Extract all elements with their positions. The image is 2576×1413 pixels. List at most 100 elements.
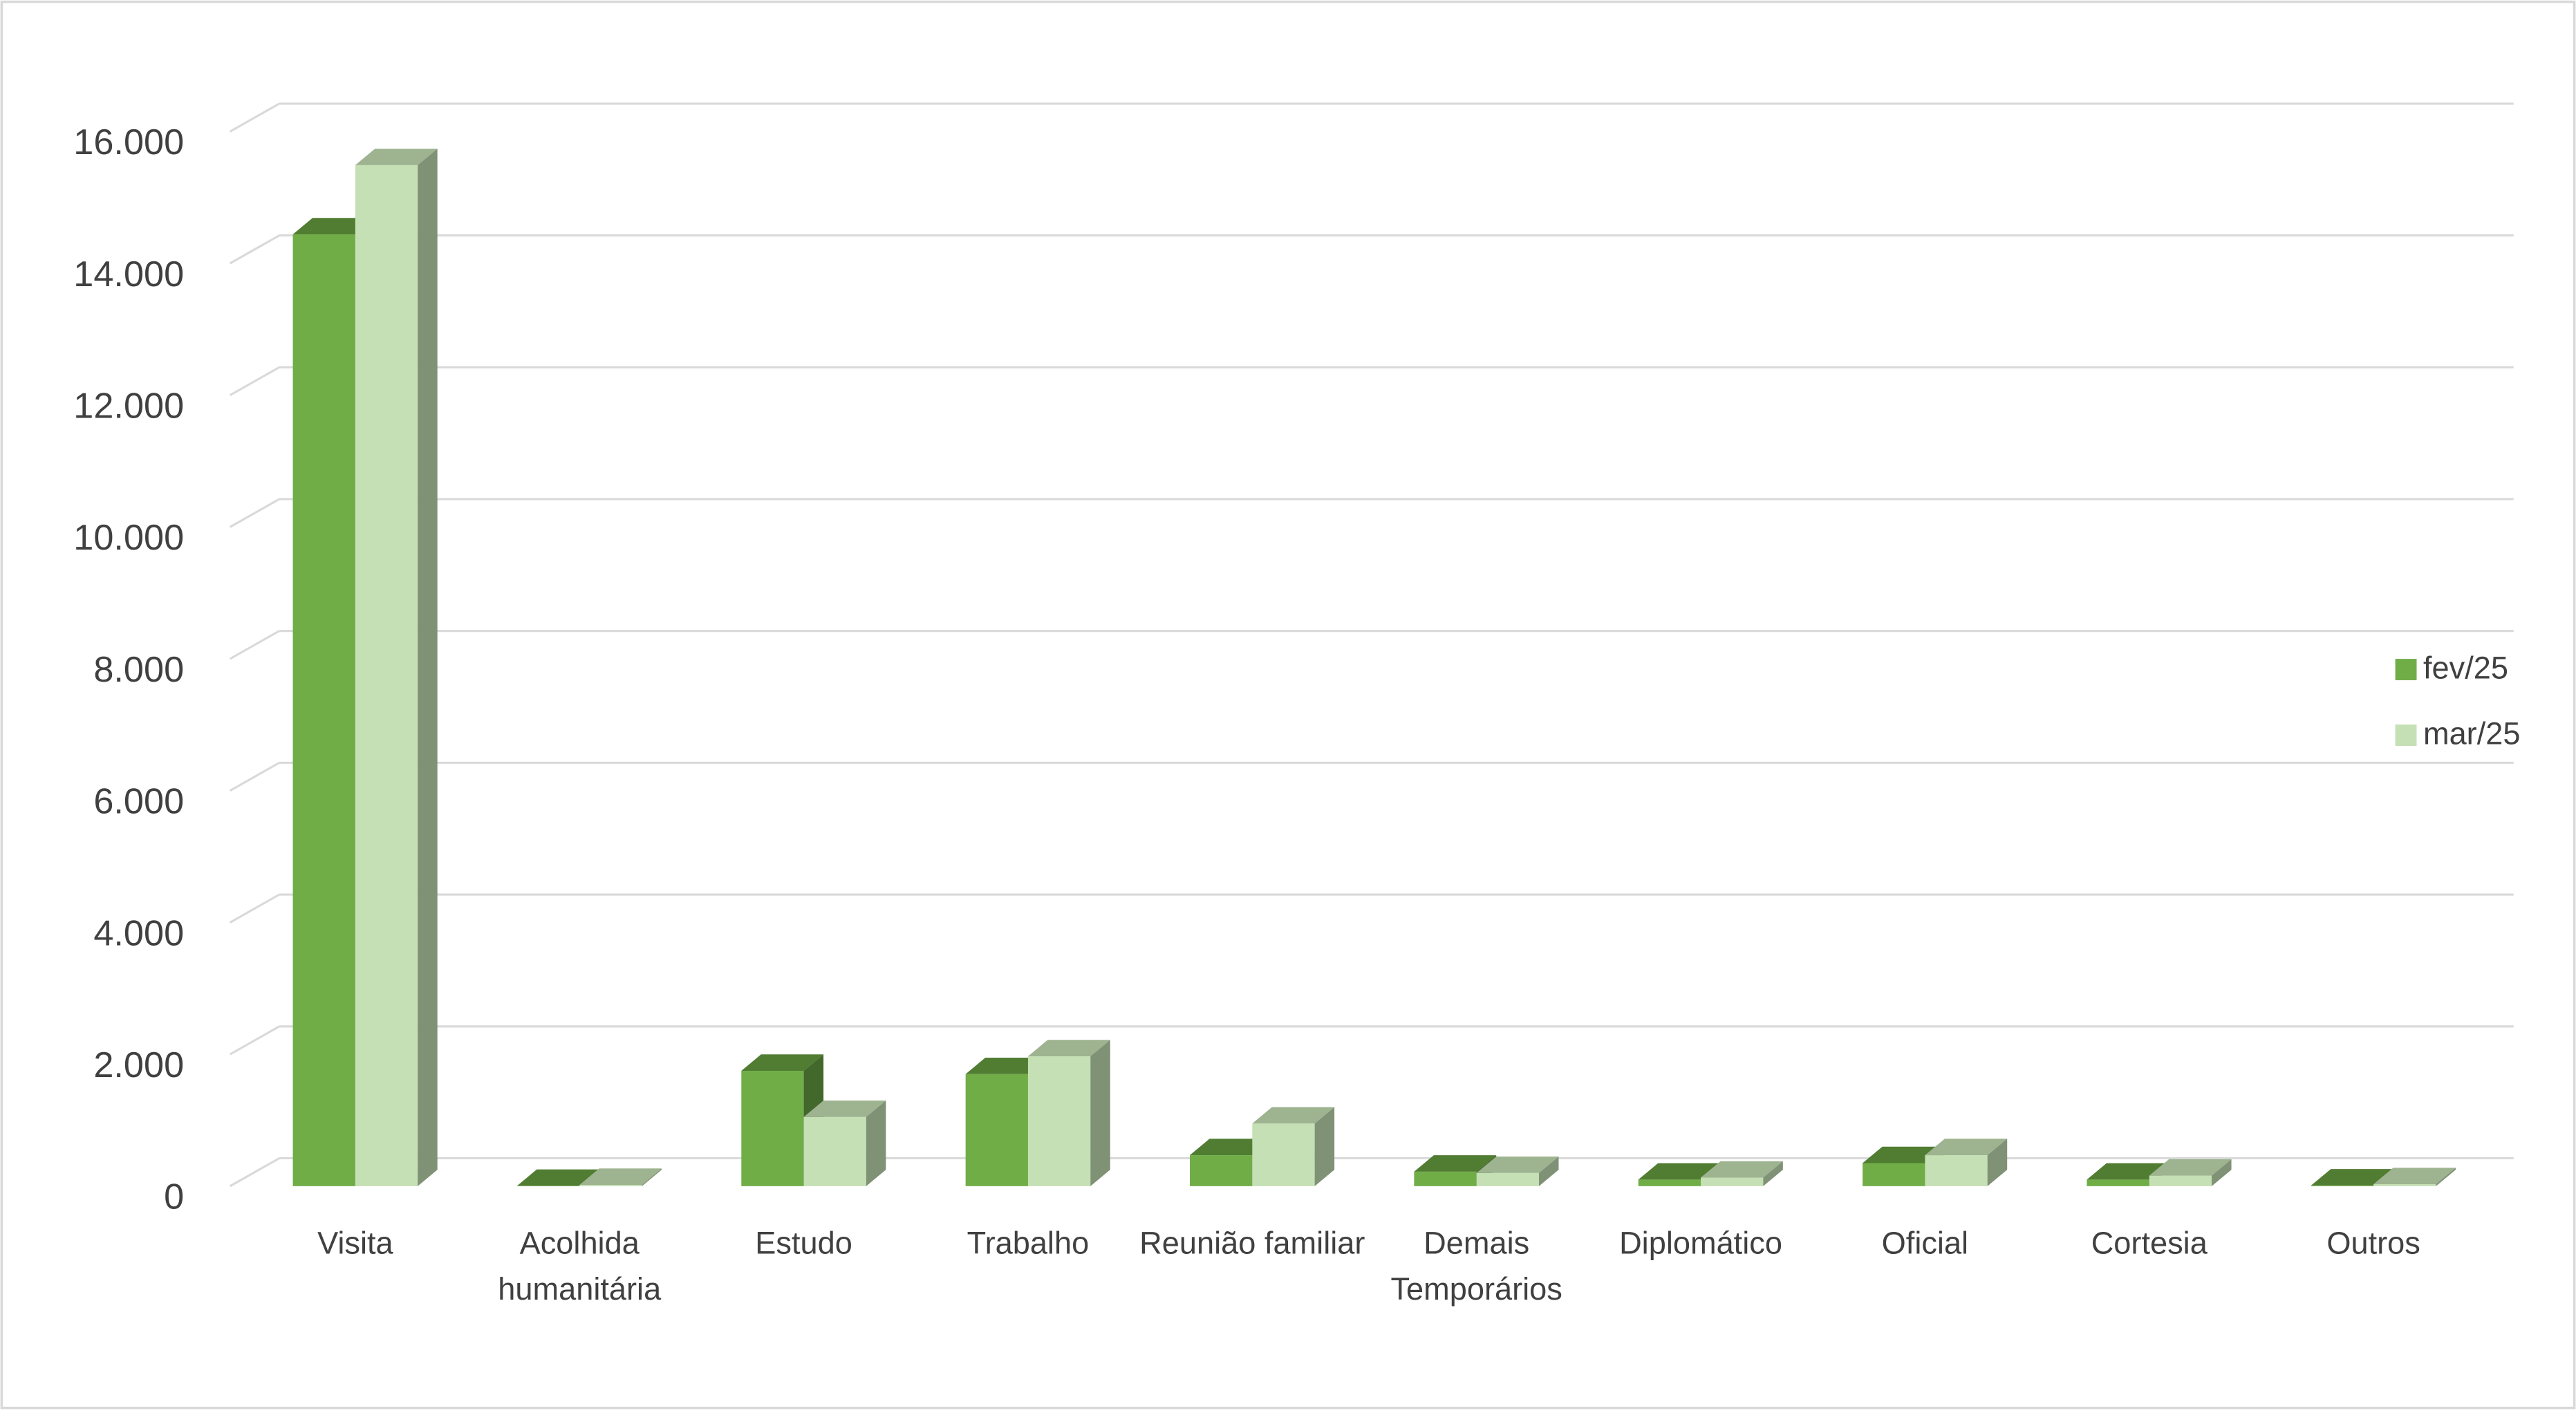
x-tick-label: Oficial xyxy=(1881,1227,1969,1262)
bar xyxy=(1701,1161,1783,1186)
bar xyxy=(803,1100,886,1186)
x-tick-label: Reunião familiar xyxy=(1139,1227,1365,1262)
bar-top xyxy=(2149,1159,2232,1176)
y-tick-label: 14.000 xyxy=(73,254,184,294)
x-label-box: Diplomático xyxy=(1619,1227,1782,1262)
bar-top xyxy=(1414,1155,1497,1172)
x-tick-label: Outros xyxy=(2326,1227,2420,1262)
x-tick-label: Visita xyxy=(317,1227,393,1262)
bar xyxy=(1027,1040,1110,1186)
bar-front xyxy=(2087,1179,2149,1186)
x-label-box: Trabalho xyxy=(967,1227,1090,1262)
x-label-box: Cortesia xyxy=(2091,1227,2208,1262)
y-tick-label: 6.000 xyxy=(93,782,184,822)
x-label-box: Oficial xyxy=(1881,1227,1969,1262)
grid-line-side xyxy=(229,102,280,133)
bar-side xyxy=(1314,1107,1335,1186)
bar-front xyxy=(1925,1155,1988,1186)
x-tick-label: Cortesia xyxy=(2091,1227,2208,1262)
bar-side xyxy=(642,1168,662,1186)
bar xyxy=(1252,1107,1335,1186)
bar-front xyxy=(355,165,418,1186)
x-tick-label: Demais Temporários xyxy=(1390,1227,1562,1308)
legend-swatch xyxy=(2395,724,2417,747)
bar-top xyxy=(1925,1139,2008,1156)
y-tick-label: 16.000 xyxy=(73,122,184,162)
bar-top xyxy=(2311,1169,2393,1186)
bar-front xyxy=(1190,1155,1253,1186)
bar-front xyxy=(292,234,355,1186)
bar xyxy=(1476,1157,1559,1186)
bar-front xyxy=(1252,1123,1315,1186)
bar xyxy=(579,1168,662,1186)
bar-top xyxy=(1638,1163,1721,1180)
bar-front xyxy=(2149,1175,2212,1186)
bar-side xyxy=(2436,1168,2456,1186)
bar xyxy=(355,149,438,1186)
legend-label: mar/25 xyxy=(2423,716,2520,751)
bar-top xyxy=(355,149,438,165)
bar-front xyxy=(1701,1177,1764,1186)
grid-line-side xyxy=(229,1157,280,1188)
bar-top xyxy=(516,1169,599,1186)
grid-line-side xyxy=(229,498,280,528)
x-label-box: Estudo xyxy=(755,1227,852,1262)
x-label-box: Demais Temporários xyxy=(1390,1227,1562,1308)
bar-top xyxy=(1701,1161,1783,1178)
grid-line-side xyxy=(229,630,280,660)
bar-front xyxy=(1638,1179,1701,1186)
legend-swatch xyxy=(2395,659,2417,680)
bar-front xyxy=(803,1116,866,1186)
bar-top xyxy=(803,1100,886,1117)
grid-line-side xyxy=(229,893,280,924)
bar-top xyxy=(741,1054,824,1072)
bar-front xyxy=(1414,1171,1477,1186)
x-label-box: Reunião familiar xyxy=(1139,1227,1365,1262)
y-tick-label: 2.000 xyxy=(93,1045,184,1085)
bar-top xyxy=(1863,1146,1945,1163)
x-tick-label: Estudo xyxy=(755,1227,852,1262)
bar-top xyxy=(2087,1163,2169,1180)
bar-front xyxy=(2373,1184,2436,1186)
bar xyxy=(1925,1139,2008,1186)
bar-top xyxy=(1027,1040,1110,1057)
bar xyxy=(2373,1168,2456,1186)
bar-side xyxy=(1090,1040,1110,1186)
y-tick-label: 10.000 xyxy=(73,518,184,558)
x-tick-label: Trabalho xyxy=(967,1227,1090,1262)
bar-front xyxy=(741,1071,804,1186)
x-label-box: Visita xyxy=(317,1227,393,1262)
bar-front xyxy=(965,1074,1028,1186)
bar-top xyxy=(292,218,375,235)
bar-side xyxy=(866,1100,886,1186)
bar-front xyxy=(1476,1172,1539,1186)
bar-top xyxy=(1190,1139,1272,1156)
bar-front xyxy=(1863,1163,1925,1186)
legend-label: fev/25 xyxy=(2423,651,2508,686)
x-tick-label: Diplomático xyxy=(1619,1227,1782,1262)
x-label-box: Acolhida humanitária xyxy=(498,1227,662,1308)
bar-side xyxy=(1763,1161,1783,1186)
grid-line-side xyxy=(229,366,280,397)
bar-side xyxy=(1538,1157,1559,1186)
x-label-box: Outros xyxy=(2326,1227,2420,1262)
grid-line-side xyxy=(229,1025,280,1056)
bar xyxy=(2149,1159,2232,1186)
bar-front xyxy=(1027,1056,1091,1186)
x-tick-label: Acolhida humanitária xyxy=(498,1227,662,1308)
bar-top xyxy=(1476,1157,1559,1173)
y-tick-label: 8.000 xyxy=(93,650,184,690)
y-tick-label: 0 xyxy=(164,1177,184,1217)
y-tick-label: 4.000 xyxy=(93,913,184,953)
bar-top xyxy=(2373,1168,2456,1185)
bar-top xyxy=(579,1168,662,1185)
bar-top xyxy=(1252,1107,1335,1124)
bar-top xyxy=(965,1058,1048,1074)
bar-front xyxy=(579,1184,642,1186)
bar-side xyxy=(1987,1139,2008,1186)
grid-line-side xyxy=(229,762,280,792)
y-tick-label: 12.000 xyxy=(73,386,184,427)
grid-line-side xyxy=(229,234,280,265)
